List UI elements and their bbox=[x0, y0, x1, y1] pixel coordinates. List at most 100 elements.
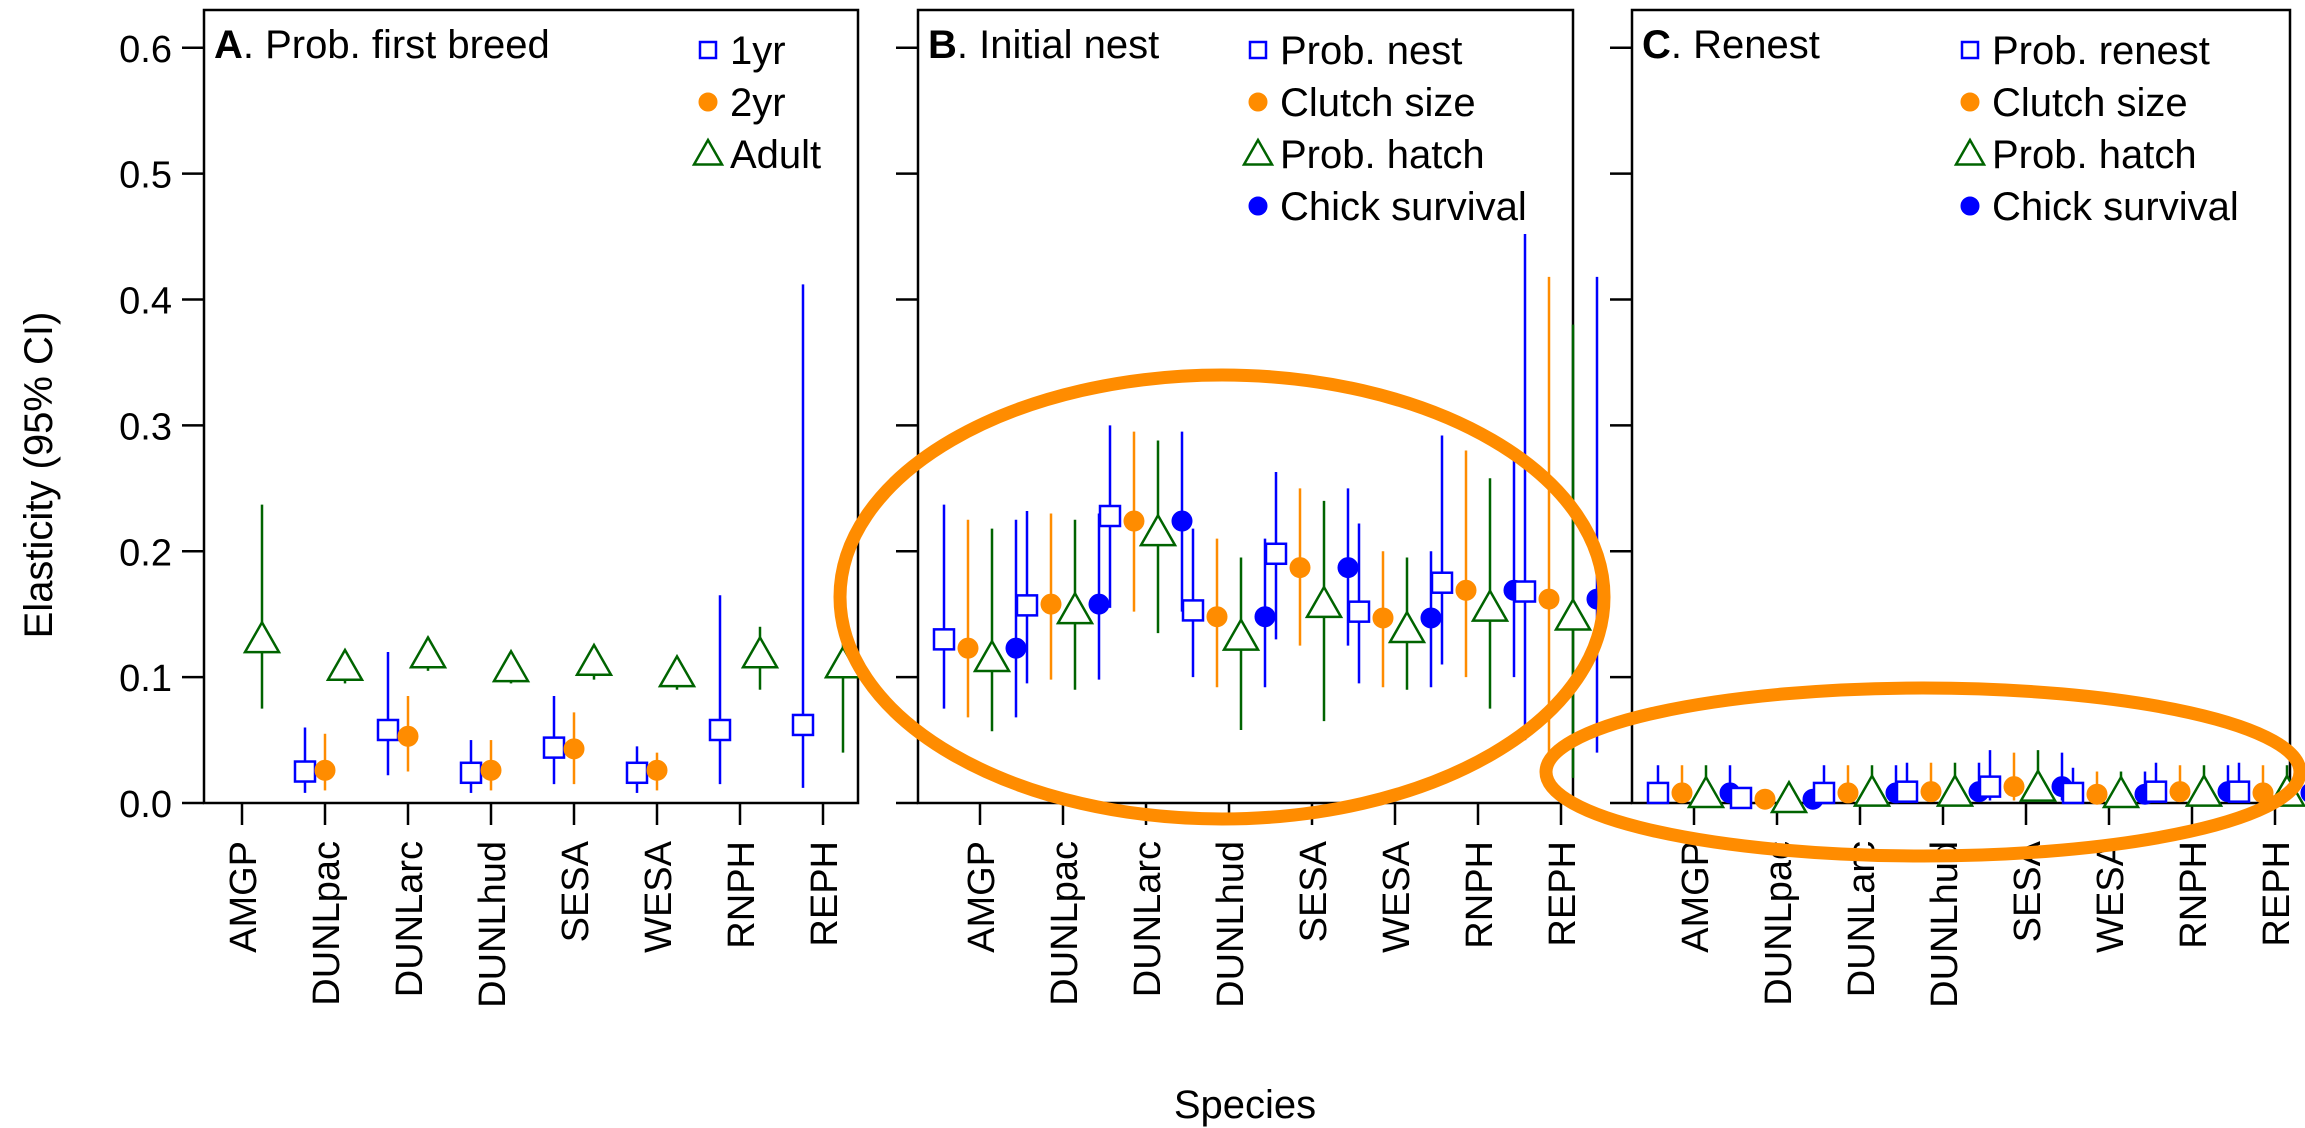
x-tick-label: DUNLarc bbox=[1127, 841, 1169, 997]
y-axis-label: Elasticity (95% CI) bbox=[17, 312, 61, 639]
point-square bbox=[1978, 775, 2002, 798]
panel-title: B. Initial nest bbox=[928, 23, 1159, 67]
point-orange-dot bbox=[957, 637, 979, 659]
legend-label: Chick survival bbox=[1280, 185, 1527, 229]
panel-letter: B bbox=[928, 23, 957, 67]
point-square bbox=[708, 718, 732, 742]
x-tick-label: DUNLpac bbox=[1044, 841, 1086, 1006]
point-orange-dot bbox=[646, 759, 668, 781]
point-orange-dot bbox=[1040, 593, 1062, 615]
point-triangle bbox=[1470, 588, 1510, 622]
legend-marker-blue-dot bbox=[1248, 196, 1268, 216]
x-tick-label: RNPH bbox=[2173, 841, 2215, 949]
point-triangle bbox=[2018, 768, 2058, 802]
x-tick-label: AMGP bbox=[961, 841, 1003, 953]
point-orange-dot bbox=[1671, 782, 1693, 804]
x-tick-label: REPH bbox=[804, 841, 846, 947]
point-orange-dot bbox=[1206, 606, 1228, 628]
point-triangle bbox=[491, 648, 531, 683]
legend-label: Chick survival bbox=[1992, 185, 2239, 229]
legend-marker-orange-dot bbox=[1960, 92, 1980, 112]
point-triangle bbox=[740, 634, 780, 669]
highlight-ellipse-initial-nest bbox=[833, 368, 1611, 826]
point-blue-dot bbox=[1420, 607, 1442, 629]
legend-label: Prob. renest bbox=[1992, 29, 2210, 73]
point-square bbox=[1098, 504, 1122, 528]
panel-b: B. Initial nest AMGP DUNLpac DUNLarc DUNLhud… bbox=[896, 8, 1608, 1008]
point-orange-dot bbox=[2086, 783, 2108, 805]
plot-frame bbox=[202, 8, 860, 805]
legend-marker-triangle bbox=[1953, 137, 1987, 166]
point-orange-dot bbox=[1837, 782, 1859, 804]
point-triangle bbox=[1686, 774, 1726, 809]
point-square bbox=[791, 713, 815, 737]
legend-label: Adult bbox=[730, 133, 821, 177]
point-orange-dot bbox=[1372, 607, 1394, 629]
point-square bbox=[2227, 780, 2251, 803]
point-square bbox=[376, 718, 400, 742]
y-tick-label: 0.0 bbox=[119, 784, 172, 826]
panel-title: A. Prob. first breed bbox=[214, 23, 550, 67]
x-tick-label: DUNLhud bbox=[1210, 841, 1252, 1008]
panel-title-text: . Renest bbox=[1671, 23, 1820, 67]
highlight-ellipses bbox=[833, 368, 2305, 863]
x-tick-label: DUNLarc bbox=[1841, 841, 1883, 997]
y-tick-label: 0.1 bbox=[119, 658, 172, 700]
point-square bbox=[1646, 781, 1670, 805]
point-triangle bbox=[1935, 773, 1975, 807]
x-tick-label: DUNLarc bbox=[389, 841, 431, 997]
legend-label: Prob. hatch bbox=[1280, 133, 1485, 177]
legend-marker-square bbox=[1248, 40, 1268, 60]
legend-label: Clutch size bbox=[1280, 81, 1476, 125]
point-square bbox=[1729, 786, 1753, 810]
point-square bbox=[1015, 594, 1039, 617]
legend-marker-square bbox=[1960, 40, 1980, 60]
point-triangle bbox=[1553, 597, 1593, 631]
legend-label: Prob. nest bbox=[1280, 29, 1462, 73]
panel-letter: C bbox=[1642, 23, 1671, 67]
point-orange-dot bbox=[2003, 776, 2025, 798]
panel-title: C. Renest bbox=[1642, 23, 1820, 67]
point-square bbox=[2061, 781, 2085, 805]
panels: 0.0 0.1 0.2 0.3 0.4 0.5 0.6 A. Prob. first bree… bbox=[119, 8, 2305, 1008]
x-axis-label: Species bbox=[1174, 1083, 1316, 1127]
point-square bbox=[1181, 599, 1205, 622]
x-tick-label: REPH bbox=[1542, 841, 1584, 947]
point-square bbox=[1895, 780, 1919, 803]
point-square bbox=[2144, 780, 2168, 803]
point-triangle bbox=[1304, 584, 1344, 619]
x-tick-label: AMGP bbox=[1675, 841, 1717, 953]
point-blue-dot bbox=[2300, 784, 2305, 802]
point-triangle bbox=[574, 642, 614, 677]
point-blue-dot bbox=[1005, 637, 1027, 659]
point-triangle bbox=[657, 653, 697, 688]
legend-marker-triangle bbox=[1241, 137, 1275, 166]
point-orange-dot bbox=[397, 725, 419, 747]
point-triangle bbox=[1769, 779, 1809, 814]
x-tick-label: WESA bbox=[2090, 840, 2132, 953]
legend-label: 2yr bbox=[730, 81, 786, 125]
point-triangle bbox=[2101, 774, 2141, 809]
point-triangle bbox=[242, 619, 282, 654]
y-tick-label: 0.6 bbox=[119, 29, 172, 71]
point-blue-dot bbox=[1254, 606, 1276, 628]
point-orange-dot bbox=[563, 738, 585, 760]
x-tick-label: DUNLhud bbox=[472, 841, 514, 1008]
legend-label: 1yr bbox=[730, 29, 786, 73]
point-orange-dot bbox=[1123, 510, 1145, 532]
y-tick-label: 0.5 bbox=[119, 155, 172, 197]
legend-marker-square bbox=[698, 40, 718, 60]
point-square bbox=[459, 761, 483, 785]
point-square bbox=[542, 736, 566, 759]
x-tick-label: REPH bbox=[2256, 841, 2298, 947]
point-square bbox=[1347, 600, 1371, 623]
point-blue-dot bbox=[1088, 593, 1110, 615]
point-orange-dot bbox=[314, 759, 336, 781]
point-square bbox=[293, 760, 317, 783]
y-tick-label: 0.2 bbox=[119, 532, 172, 574]
point-square bbox=[1513, 580, 1537, 603]
highlight-ellipse-renest bbox=[1539, 681, 2305, 863]
point-square bbox=[1812, 781, 1836, 805]
x-tick-label: RNPH bbox=[721, 841, 763, 949]
x-tick-label: WESA bbox=[1376, 840, 1418, 953]
